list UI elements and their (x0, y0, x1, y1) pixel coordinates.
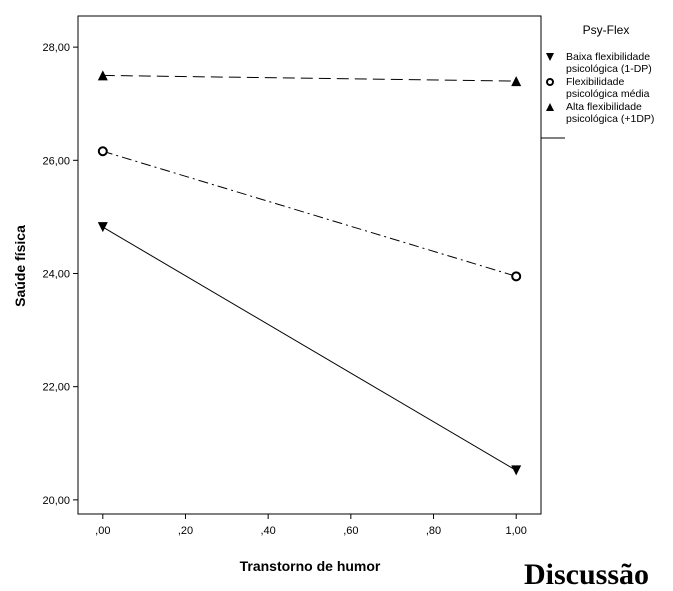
plot-frame (78, 16, 541, 514)
x-axis-title: Transtorno de humor (240, 558, 381, 574)
legend-title: Psy-Flex (583, 23, 630, 37)
legend-marker (546, 103, 554, 111)
legend-label: psicológica (+1DP) (566, 113, 654, 125)
y-tick-label: 22,00 (42, 382, 70, 394)
x-axis: ,00 ,20 ,40 ,60 ,80 1,00 (95, 514, 527, 537)
legend-marker (546, 53, 554, 61)
y-tick-label: 20,00 (42, 495, 70, 507)
x-tick-label: ,60 (343, 525, 358, 537)
x-tick-label: ,40 (261, 525, 276, 537)
interaction-line-chart: 20,00 22,00 24,00 26,00 28,00 ,00 ,20 ,40 ,60 ,8… (0, 0, 673, 576)
legend: Psy-Flex Baixa flexibilidadepsicológica … (541, 23, 654, 138)
legend-label: Alta flexibilidade (566, 101, 642, 113)
x-tick-label: ,80 (426, 525, 441, 537)
y-tick-label: 28,00 (42, 42, 70, 54)
legend-label: Flexibilidade (566, 76, 625, 88)
plot-area (78, 16, 541, 514)
x-tick-label: ,20 (178, 525, 193, 537)
partial-heading: Discussão (524, 560, 649, 590)
y-axis-title: Saúde física (12, 225, 28, 307)
x-tick-label: ,00 (95, 525, 110, 537)
x-tick-label: 1,00 (505, 525, 526, 537)
y-axis: 20,00 22,00 24,00 26,00 28,00 (42, 42, 78, 507)
legend-marker (547, 79, 553, 85)
data-point-marker (512, 272, 520, 280)
legend-label: Baixa flexibilidade (566, 51, 650, 63)
y-tick-label: 26,00 (42, 155, 70, 167)
data-point-marker (99, 147, 107, 155)
legend-label: psicológica média (566, 88, 650, 100)
legend-label: psicológica (1-DP) (566, 63, 652, 75)
y-tick-label: 24,00 (42, 268, 70, 280)
